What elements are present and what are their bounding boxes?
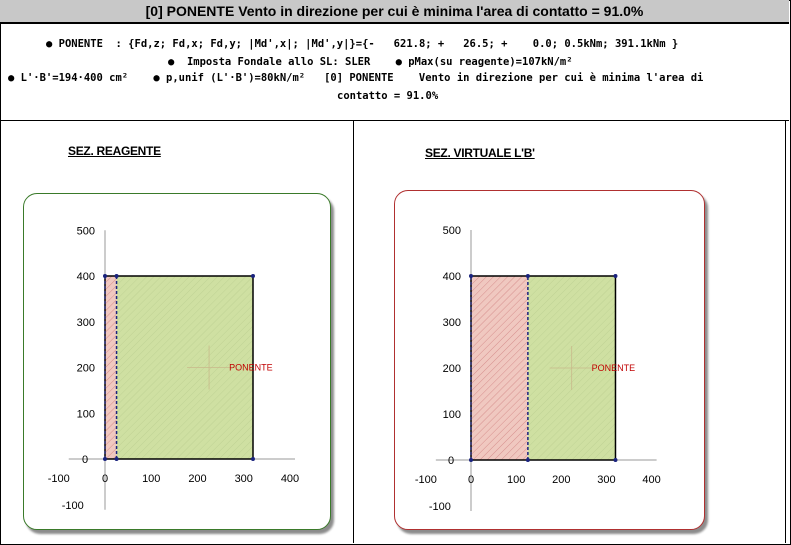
vertex-point (251, 274, 255, 278)
x-tick-label: 200 (552, 474, 570, 486)
info-line-2: ● Imposta Fondale allo SL: SLER ● pMax(s… (168, 56, 573, 68)
y-tick-label: 100 (77, 408, 95, 420)
vertex-point (469, 458, 473, 462)
vertex-point (525, 274, 530, 278)
x-tick-label: 400 (642, 474, 660, 486)
x-tick-label: -100 (48, 473, 70, 485)
x-tick-label: 100 (142, 473, 160, 485)
info-panel: ● PONENTE : {Fd,z; Fd,x; Fd,y; |Md',x|; … (0, 24, 789, 120)
info-line-1: ● PONENTE : {Fd,z; Fd,x; Fd,y; |Md',x|; … (46, 38, 679, 50)
vertex-point (114, 457, 119, 461)
info-line-3: ● L'·B'=194·400 cm² ● p,unif (L'·B')=80k… (8, 72, 704, 84)
y-tick-label: 400 (77, 271, 95, 283)
vertex-point (613, 458, 618, 462)
y-tick-label: 300 (443, 317, 461, 329)
left-chart-panel: -100 0 100 200 300 400 -100 0 100 200 300 400 500 PON… (23, 193, 331, 530)
x-tick-label: -100 (415, 474, 437, 486)
right-border (785, 121, 786, 543)
vertex-point (525, 458, 530, 462)
x-tick-label: 0 (468, 474, 474, 486)
y-tick-label: 200 (443, 363, 461, 375)
header-separator (0, 120, 789, 121)
y-tick-label: 500 (77, 225, 95, 237)
vertex-point (103, 274, 107, 278)
y-tick-label: 200 (77, 363, 95, 375)
y-tick-label: 400 (443, 271, 461, 283)
wind-direction-label: PONENTE (592, 363, 636, 373)
y-tick-label: -100 (62, 500, 84, 512)
y-tick-label: 300 (77, 317, 95, 329)
x-tick-label: 200 (188, 473, 206, 485)
y-tick-label: 500 (443, 225, 461, 237)
page-title: [0] PONENTE Vento in direzione per cui è… (0, 0, 789, 24)
left-section-title: SEZ. REAGENTE (68, 144, 161, 158)
y-tick-label: 0 (448, 455, 454, 467)
vertex-point (613, 274, 618, 278)
wind-direction-label: PONENTE (229, 363, 273, 373)
vertex-point (103, 457, 107, 461)
right-section-title: SEZ. VIRTUALE L'B' (425, 146, 535, 160)
reacting-section-chart: -100 0 100 200 300 400 -100 0 100 200 300 400 500 PON… (48, 225, 299, 512)
y-tick-label: -100 (429, 501, 451, 513)
non-reacting-area (471, 276, 528, 460)
section-divider (353, 121, 354, 543)
virtual-section-chart: -100 0 100 200 300 400 -100 0 100 200 300 400 500 PON… (415, 225, 661, 513)
vertex-point (469, 274, 473, 278)
right-chart-panel: -100 0 100 200 300 400 -100 0 100 200 300 400 500 PON… (394, 190, 705, 530)
non-reacting-area (105, 276, 117, 459)
info-line-4: contatto = 91.0% (337, 90, 439, 102)
x-tick-label: 400 (281, 473, 299, 485)
x-tick-label: 300 (235, 473, 253, 485)
x-tick-label: 0 (102, 473, 108, 485)
vertex-point (114, 274, 119, 278)
x-tick-label: 100 (507, 474, 525, 486)
vertex-point (251, 457, 255, 461)
y-tick-label: 100 (443, 409, 461, 421)
y-tick-label: 0 (82, 454, 88, 466)
x-tick-label: 300 (597, 474, 615, 486)
